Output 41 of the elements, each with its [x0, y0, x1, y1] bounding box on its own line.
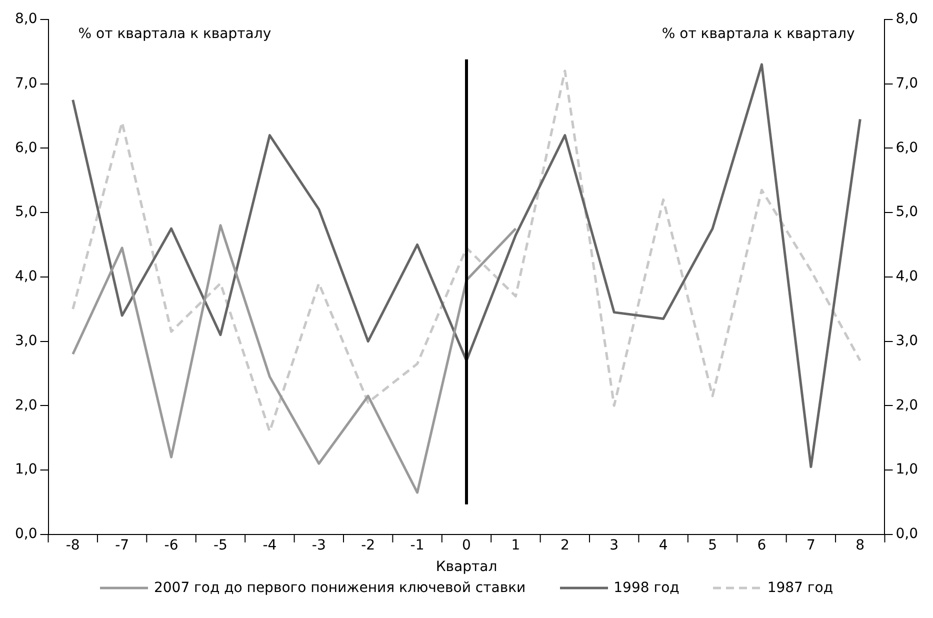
- x-tick-label: 4: [658, 537, 668, 554]
- y2-tick-label: 5,0: [896, 204, 918, 220]
- x-tick-label: 7: [806, 537, 816, 554]
- x-tick-label: -5: [213, 537, 228, 554]
- x-tick-label: -1: [410, 537, 424, 554]
- x-tick-label: -6: [164, 537, 178, 554]
- x-tick-label: -3: [312, 537, 326, 554]
- x-tick-label: 1: [511, 537, 520, 554]
- y2-tick-label: 6,0: [896, 140, 918, 156]
- legend-label: 1987 год: [767, 580, 834, 596]
- y-tick-label: 4,0: [15, 268, 38, 285]
- x-axis-title: Квартал: [436, 559, 498, 576]
- y-tick-label: 0,0: [15, 526, 38, 542]
- y-tick-label: 3,0: [15, 332, 38, 349]
- y2-tick-label: 4,0: [896, 268, 918, 285]
- x-tick-label: 2: [560, 537, 570, 554]
- y2-tick-label: 3,0: [896, 332, 918, 349]
- x-tick-label: 0: [462, 537, 471, 554]
- x-tick-label: 6: [757, 537, 766, 554]
- y-axis-title: % от квартала к кварталу: [78, 26, 272, 42]
- x-tick-label: 3: [610, 537, 619, 554]
- legend-label: 1998 год: [614, 580, 680, 596]
- x-tick-label: -2: [361, 537, 376, 554]
- y-tick-label: 1,0: [15, 462, 38, 478]
- y-tick-label: 2,0: [15, 397, 38, 414]
- y-tick-label: 7,0: [15, 75, 38, 92]
- y2-tick-label: 8,0: [896, 11, 918, 28]
- y-tick-label: 6,0: [15, 140, 38, 156]
- y2-tick-label: 1,0: [896, 462, 918, 478]
- x-tick-label: 8: [856, 537, 865, 554]
- legend-label: 2007 год до первого понижения ключевой ставки: [154, 580, 526, 596]
- x-tick-label: -7: [115, 537, 130, 554]
- x-tick-label: -8: [66, 537, 80, 554]
- y-tick-label: 5,0: [15, 204, 38, 220]
- y2-tick-label: 0,0: [896, 526, 918, 542]
- y2-axis-title: % от квартала к кварталу: [662, 26, 855, 42]
- y2-tick-label: 2,0: [896, 397, 918, 414]
- y-tick-label: 8,0: [15, 11, 38, 28]
- x-tick-label: -4: [262, 537, 277, 554]
- x-tick-label: 5: [708, 537, 717, 554]
- y2-tick-label: 7,0: [896, 75, 918, 92]
